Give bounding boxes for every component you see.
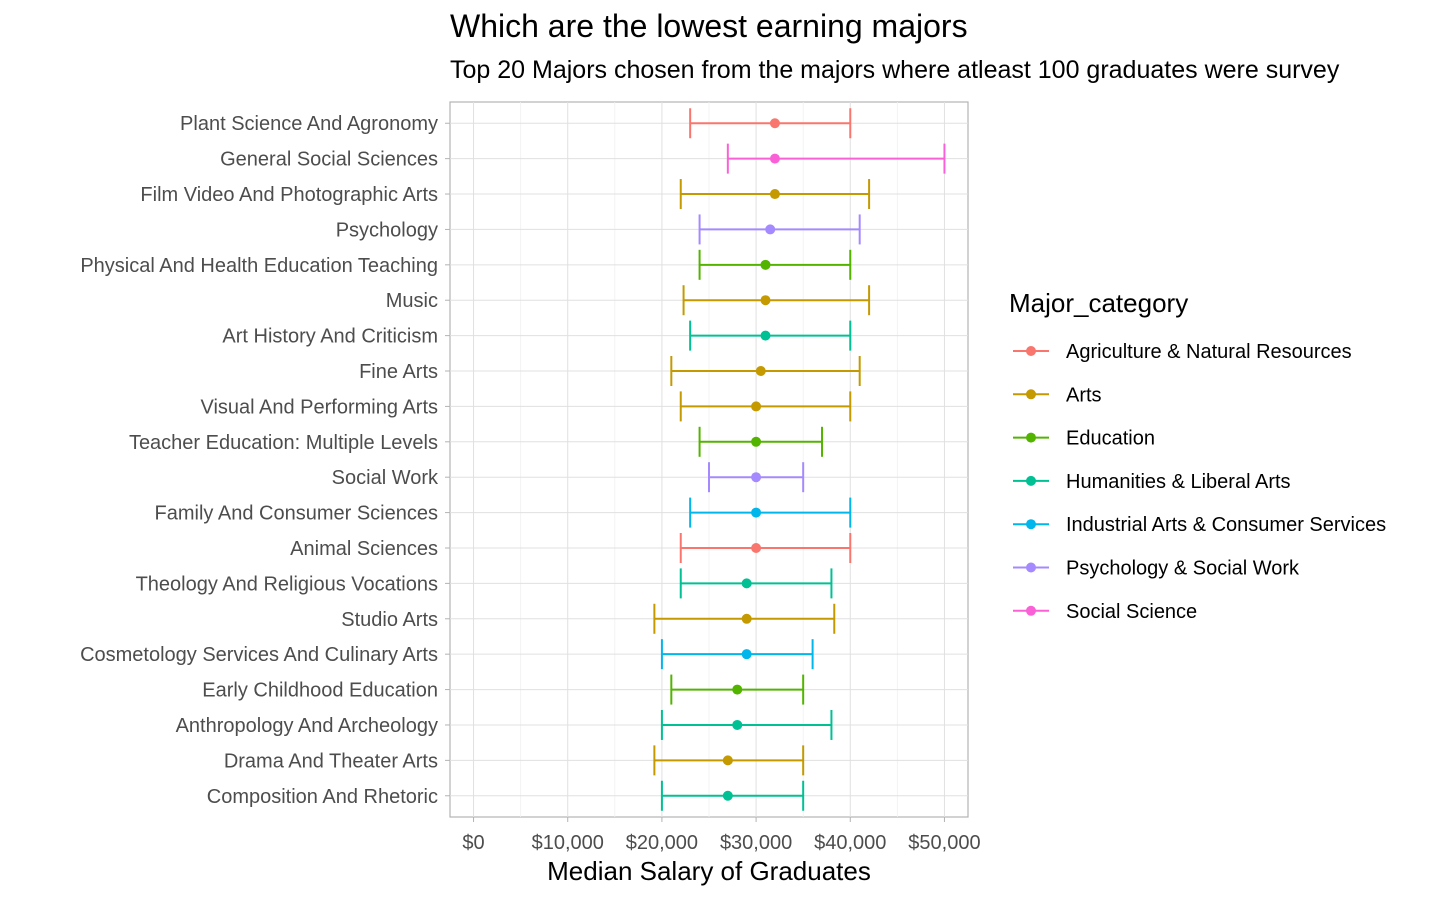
y-tick-label: Studio Arts [341,609,438,631]
error-bar [679,179,871,210]
x-tick-label: $40,000 [814,832,886,854]
median-point [755,366,766,377]
error-bar [726,143,946,174]
x-axis-tick-labels: $0 $10,000 $20,000 $30,000 $40,000 $50,000 [462,817,981,854]
median-point [769,118,780,129]
legend-label: Psychology & Social Work [1066,558,1300,580]
legend-entry: Arts [1013,384,1102,406]
legend-key-point [1026,432,1036,443]
error-bar [698,426,824,457]
error-bar [679,532,852,563]
error-bar [689,497,852,528]
median-point [732,719,743,730]
median-point [722,755,733,766]
legend-key-point [1026,605,1036,616]
y-tick-label: Art History And Criticism [222,326,438,348]
error-bar-marks [653,108,946,811]
median-point [741,613,752,624]
y-tick-label: Anthropology And Archeology [176,715,438,737]
error-bar [679,391,852,422]
x-tick-label: $30,000 [720,832,792,854]
y-tick-label: Plant Science And Agronomy [180,113,438,135]
y-tick-label: Social Work [332,467,439,489]
legend-key-point [1026,562,1036,573]
y-tick-label: Teacher Education: Multiple Levels [129,432,438,454]
legend-label: Agriculture & Natural Resources [1066,341,1352,363]
legend-label: Social Science [1066,601,1197,623]
median-point [751,507,762,518]
y-tick-label: Music [386,290,438,312]
legend-entry: Social Science [1013,601,1197,623]
error-bar [682,285,871,316]
error-bar [698,214,861,245]
legend-title: Major_category [1009,288,1188,318]
median-point [751,472,762,483]
y-tick-label: Composition And Rhetoric [207,786,438,808]
y-tick-label: Family And Consumer Sciences [155,503,438,525]
legend-entry: Education [1013,428,1155,450]
median-point [769,189,780,200]
median-point [741,649,752,660]
median-point [765,224,776,235]
y-tick-label: Fine Arts [359,361,438,383]
legend-key-point [1026,475,1036,486]
error-bar [708,462,805,493]
x-tick-label: $0 [462,832,484,854]
y-tick-label: Animal Sciences [290,538,438,560]
error-bar [653,603,836,634]
median-point [760,330,771,341]
y-tick-label: General Social Sciences [220,149,438,171]
error-bar [660,780,805,811]
y-tick-label: Film Video And Photographic Arts [140,184,438,206]
legend-label: Education [1066,428,1155,450]
y-tick-label: Theology And Religious Vocations [136,573,438,595]
median-point [722,790,733,801]
x-tick-label: $10,000 [532,832,604,854]
y-tick-label: Psychology [336,219,438,241]
chart-title: Which are the lowest earning majors [450,8,968,44]
median-point [760,295,771,306]
legend-entry: Agriculture & Natural Resources [1013,341,1352,363]
median-point [769,153,780,164]
legend: Major_category Agriculture & Natural Res… [1009,288,1386,623]
legend-label: Industrial Arts & Consumer Services [1066,514,1386,536]
legend-label: Arts [1066,384,1102,406]
error-bar [689,320,852,351]
error-bar [698,249,852,280]
error-bar [660,709,833,740]
error-bar [660,639,814,670]
median-point [741,578,752,589]
error-bar [653,745,805,776]
x-tick-label: $50,000 [908,832,980,854]
y-tick-label: Visual And Performing Arts [200,396,438,418]
median-point [760,259,771,270]
y-tick-label: Cosmetology Services And Culinary Arts [80,644,438,666]
legend-label: Humanities & Liberal Arts [1066,471,1291,493]
chart-subtitle: Top 20 Majors chosen from the majors whe… [450,56,1340,84]
legend-entry: Industrial Arts & Consumer Services [1013,514,1386,536]
legend-entry: Humanities & Liberal Arts [1013,471,1291,493]
median-point [732,684,743,695]
median-point [751,542,762,553]
error-bar [670,356,861,387]
legend-key-point [1026,389,1036,400]
y-tick-label: Early Childhood Education [202,680,438,702]
y-tick-label: Drama And Theater Arts [224,750,438,772]
y-tick-label: Physical And Health Education Teaching [80,255,438,277]
legend-key-point [1026,519,1036,530]
median-point [751,436,762,447]
x-axis-label: Median Salary of Graduates [547,856,871,886]
x-tick-label: $20,000 [626,832,698,854]
error-bar [679,568,833,599]
y-axis-tick-labels: Plant Science And Agronomy General Social… [80,113,450,808]
legend-key-point [1026,346,1036,356]
error-bar [670,674,805,705]
legend-entry: Psychology & Social Work [1013,558,1300,580]
error-bar [689,108,852,139]
median-point [751,401,762,412]
